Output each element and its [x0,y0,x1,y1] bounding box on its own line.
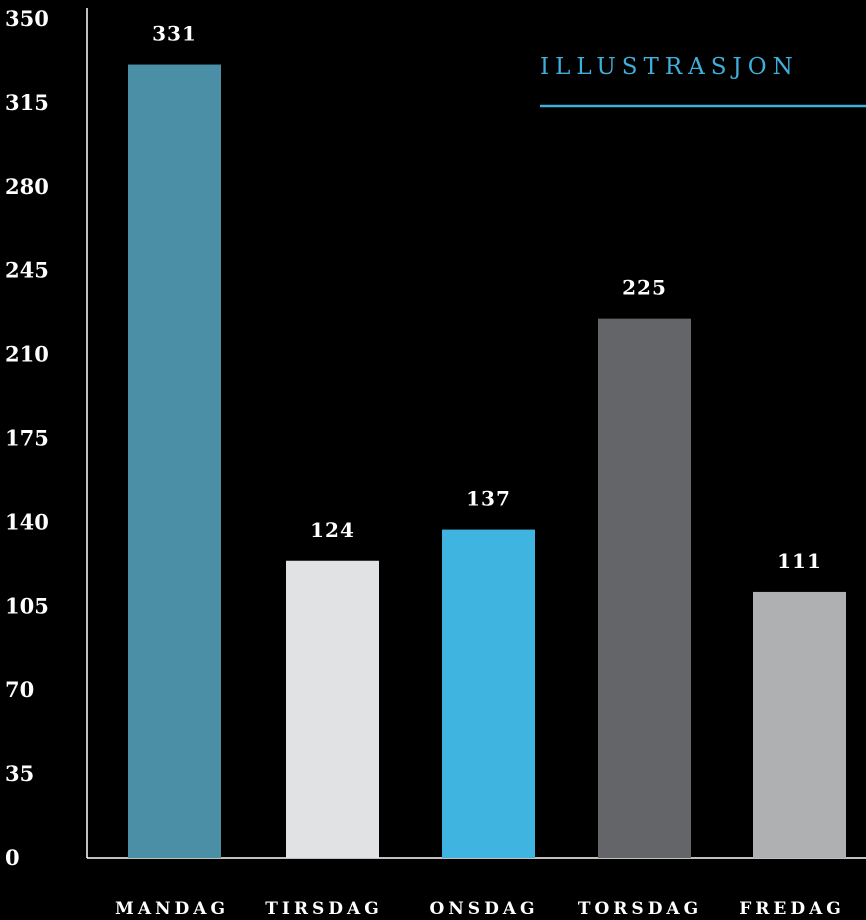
value-labels-group: 331 124 137 225 111 [152,22,822,573]
chart-title: ILLUSTRASJON [540,54,799,80]
y-tick-label: 315 [5,90,49,115]
category-label: FREDAG [739,899,845,919]
bar-mandag [128,64,221,858]
y-axis-ticks: 0 35 70 105 140 175 210 245 280 315 350 [5,6,49,870]
value-label: 111 [777,549,822,573]
category-label: ONSDAG [429,899,538,919]
y-tick-label: 105 [5,593,49,618]
category-label: TIRSDAG [265,899,382,919]
category-labels-group: MANDAG TIRSDAG ONSDAG TORSDAG FREDAG [115,899,845,919]
value-label: 137 [466,487,511,511]
value-label: 331 [152,22,197,46]
y-tick-label: 350 [5,6,49,31]
bar-onsdag [442,529,535,858]
bar-torsdag [598,318,691,859]
bars-group [128,64,846,859]
category-label: TORSDAG [578,899,702,919]
category-label: MANDAG [115,899,229,919]
value-label: 124 [310,518,355,542]
y-tick-label: 140 [5,509,49,534]
bar-fredag [753,591,846,858]
y-tick-label: 35 [5,761,34,786]
y-tick-label: 0 [5,845,20,870]
y-tick-label: 280 [5,174,49,199]
y-tick-label: 245 [5,258,49,283]
y-tick-label: 175 [5,426,49,451]
value-label: 225 [622,276,667,300]
y-tick-label: 70 [5,677,34,702]
y-tick-label: 210 [5,342,49,367]
bar-tirsdag [286,560,379,858]
